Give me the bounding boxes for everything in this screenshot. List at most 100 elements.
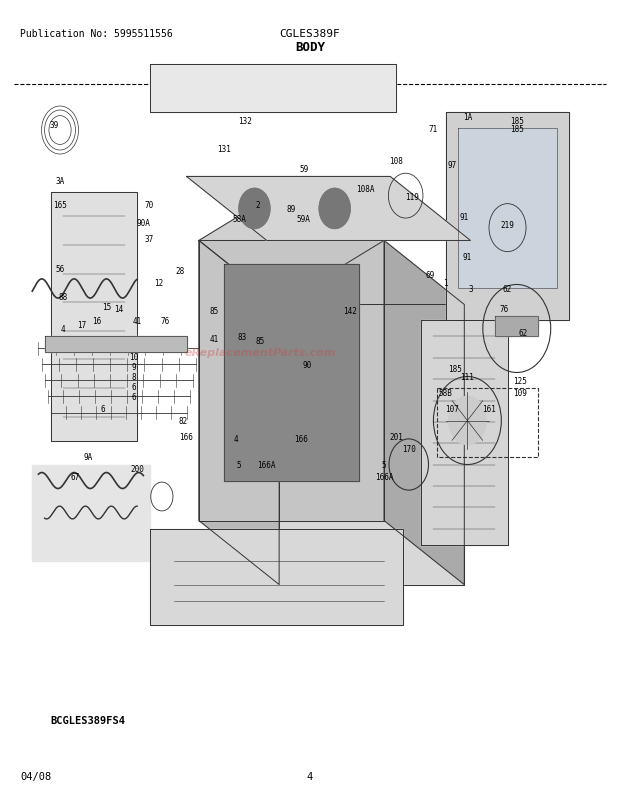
Text: 62: 62 (518, 329, 528, 338)
Polygon shape (45, 337, 187, 353)
Circle shape (319, 189, 350, 229)
Text: 14: 14 (114, 305, 123, 314)
Text: 107: 107 (445, 404, 459, 414)
Text: 2: 2 (255, 200, 260, 209)
Text: 59: 59 (299, 164, 309, 174)
Text: 131: 131 (216, 144, 231, 154)
Text: 3A: 3A (55, 176, 64, 186)
Polygon shape (199, 177, 384, 305)
Text: 9A: 9A (83, 452, 92, 461)
Text: 111: 111 (461, 372, 474, 382)
Text: 8: 8 (132, 372, 136, 382)
Polygon shape (187, 177, 471, 241)
Text: 85: 85 (256, 337, 265, 346)
Text: 200: 200 (130, 464, 144, 473)
Text: 91: 91 (463, 253, 472, 261)
Text: 17: 17 (77, 321, 86, 330)
Text: 125: 125 (513, 376, 527, 386)
Text: 4: 4 (234, 435, 238, 444)
Text: 132: 132 (238, 117, 252, 126)
Circle shape (239, 189, 270, 229)
Text: 67: 67 (71, 472, 80, 481)
Text: 9: 9 (132, 363, 136, 372)
Text: 83: 83 (237, 333, 247, 342)
Text: 185: 185 (510, 117, 524, 126)
Text: 85: 85 (210, 307, 219, 316)
Circle shape (449, 397, 486, 445)
Text: 5: 5 (237, 460, 241, 469)
Text: 69: 69 (426, 270, 435, 279)
Text: 37: 37 (145, 234, 154, 243)
Polygon shape (421, 321, 508, 545)
Text: 28: 28 (175, 266, 185, 275)
Text: 70: 70 (145, 200, 154, 209)
Text: 185: 185 (448, 365, 462, 374)
Circle shape (239, 189, 270, 229)
Text: 166: 166 (180, 432, 193, 441)
Text: 161: 161 (482, 404, 496, 414)
Text: 201: 201 (389, 432, 404, 441)
Text: 219: 219 (500, 221, 515, 229)
Polygon shape (199, 241, 279, 585)
Polygon shape (279, 305, 464, 585)
Text: 4: 4 (61, 325, 66, 334)
Text: 58A: 58A (232, 214, 246, 223)
Text: Publication No: 5995511556: Publication No: 5995511556 (20, 30, 172, 39)
Text: 89: 89 (287, 205, 296, 213)
Text: 90A: 90A (136, 219, 150, 228)
Text: BODY: BODY (295, 42, 325, 55)
Text: 166A: 166A (257, 460, 276, 469)
Text: 142: 142 (343, 307, 357, 316)
Text: 166A: 166A (375, 472, 393, 481)
Text: 90: 90 (303, 361, 311, 370)
Polygon shape (199, 241, 384, 520)
Text: 6: 6 (101, 404, 105, 414)
Text: 82: 82 (179, 416, 188, 426)
Polygon shape (149, 529, 402, 625)
Text: 59A: 59A (297, 214, 311, 223)
Text: 10: 10 (130, 353, 139, 362)
Text: 71: 71 (429, 125, 438, 134)
Text: 12: 12 (154, 278, 164, 287)
Text: 97: 97 (448, 160, 456, 170)
Text: 56: 56 (55, 265, 64, 273)
Polygon shape (224, 265, 360, 481)
Text: BCGLES389FS4: BCGLES389FS4 (51, 715, 126, 725)
Text: 5: 5 (382, 460, 386, 469)
Text: 1: 1 (443, 278, 448, 287)
Text: CGLES389F: CGLES389F (280, 30, 340, 39)
Polygon shape (458, 129, 557, 289)
Text: 165: 165 (53, 200, 67, 209)
Text: 16: 16 (92, 317, 102, 326)
Text: 109: 109 (513, 388, 527, 398)
Text: 39: 39 (49, 121, 58, 130)
Polygon shape (32, 465, 149, 561)
Text: 166: 166 (294, 435, 308, 444)
Text: 4: 4 (307, 771, 313, 780)
Text: 1A: 1A (463, 113, 472, 122)
Text: 108A: 108A (356, 184, 375, 194)
Text: 04/08: 04/08 (20, 771, 51, 780)
Polygon shape (495, 317, 538, 337)
Text: 41: 41 (210, 334, 219, 343)
Text: 58B: 58B (439, 388, 453, 398)
Polygon shape (51, 193, 137, 441)
Text: 76: 76 (500, 305, 509, 314)
Text: 3: 3 (468, 285, 473, 294)
Text: 6: 6 (132, 392, 136, 402)
Text: 41: 41 (133, 317, 142, 326)
Text: 76: 76 (161, 317, 170, 326)
Text: 185: 185 (510, 125, 524, 134)
Text: 88: 88 (58, 293, 68, 302)
Polygon shape (384, 241, 464, 585)
Circle shape (319, 189, 350, 229)
Text: 15: 15 (102, 302, 111, 311)
Text: eReplacementParts.com: eReplacementParts.com (185, 348, 337, 358)
Text: 108: 108 (389, 156, 404, 166)
Polygon shape (446, 113, 569, 321)
Polygon shape (149, 65, 396, 113)
Text: 91: 91 (459, 213, 469, 221)
Text: 62: 62 (503, 285, 512, 294)
Text: 170: 170 (402, 444, 415, 453)
Text: 119: 119 (405, 192, 418, 201)
